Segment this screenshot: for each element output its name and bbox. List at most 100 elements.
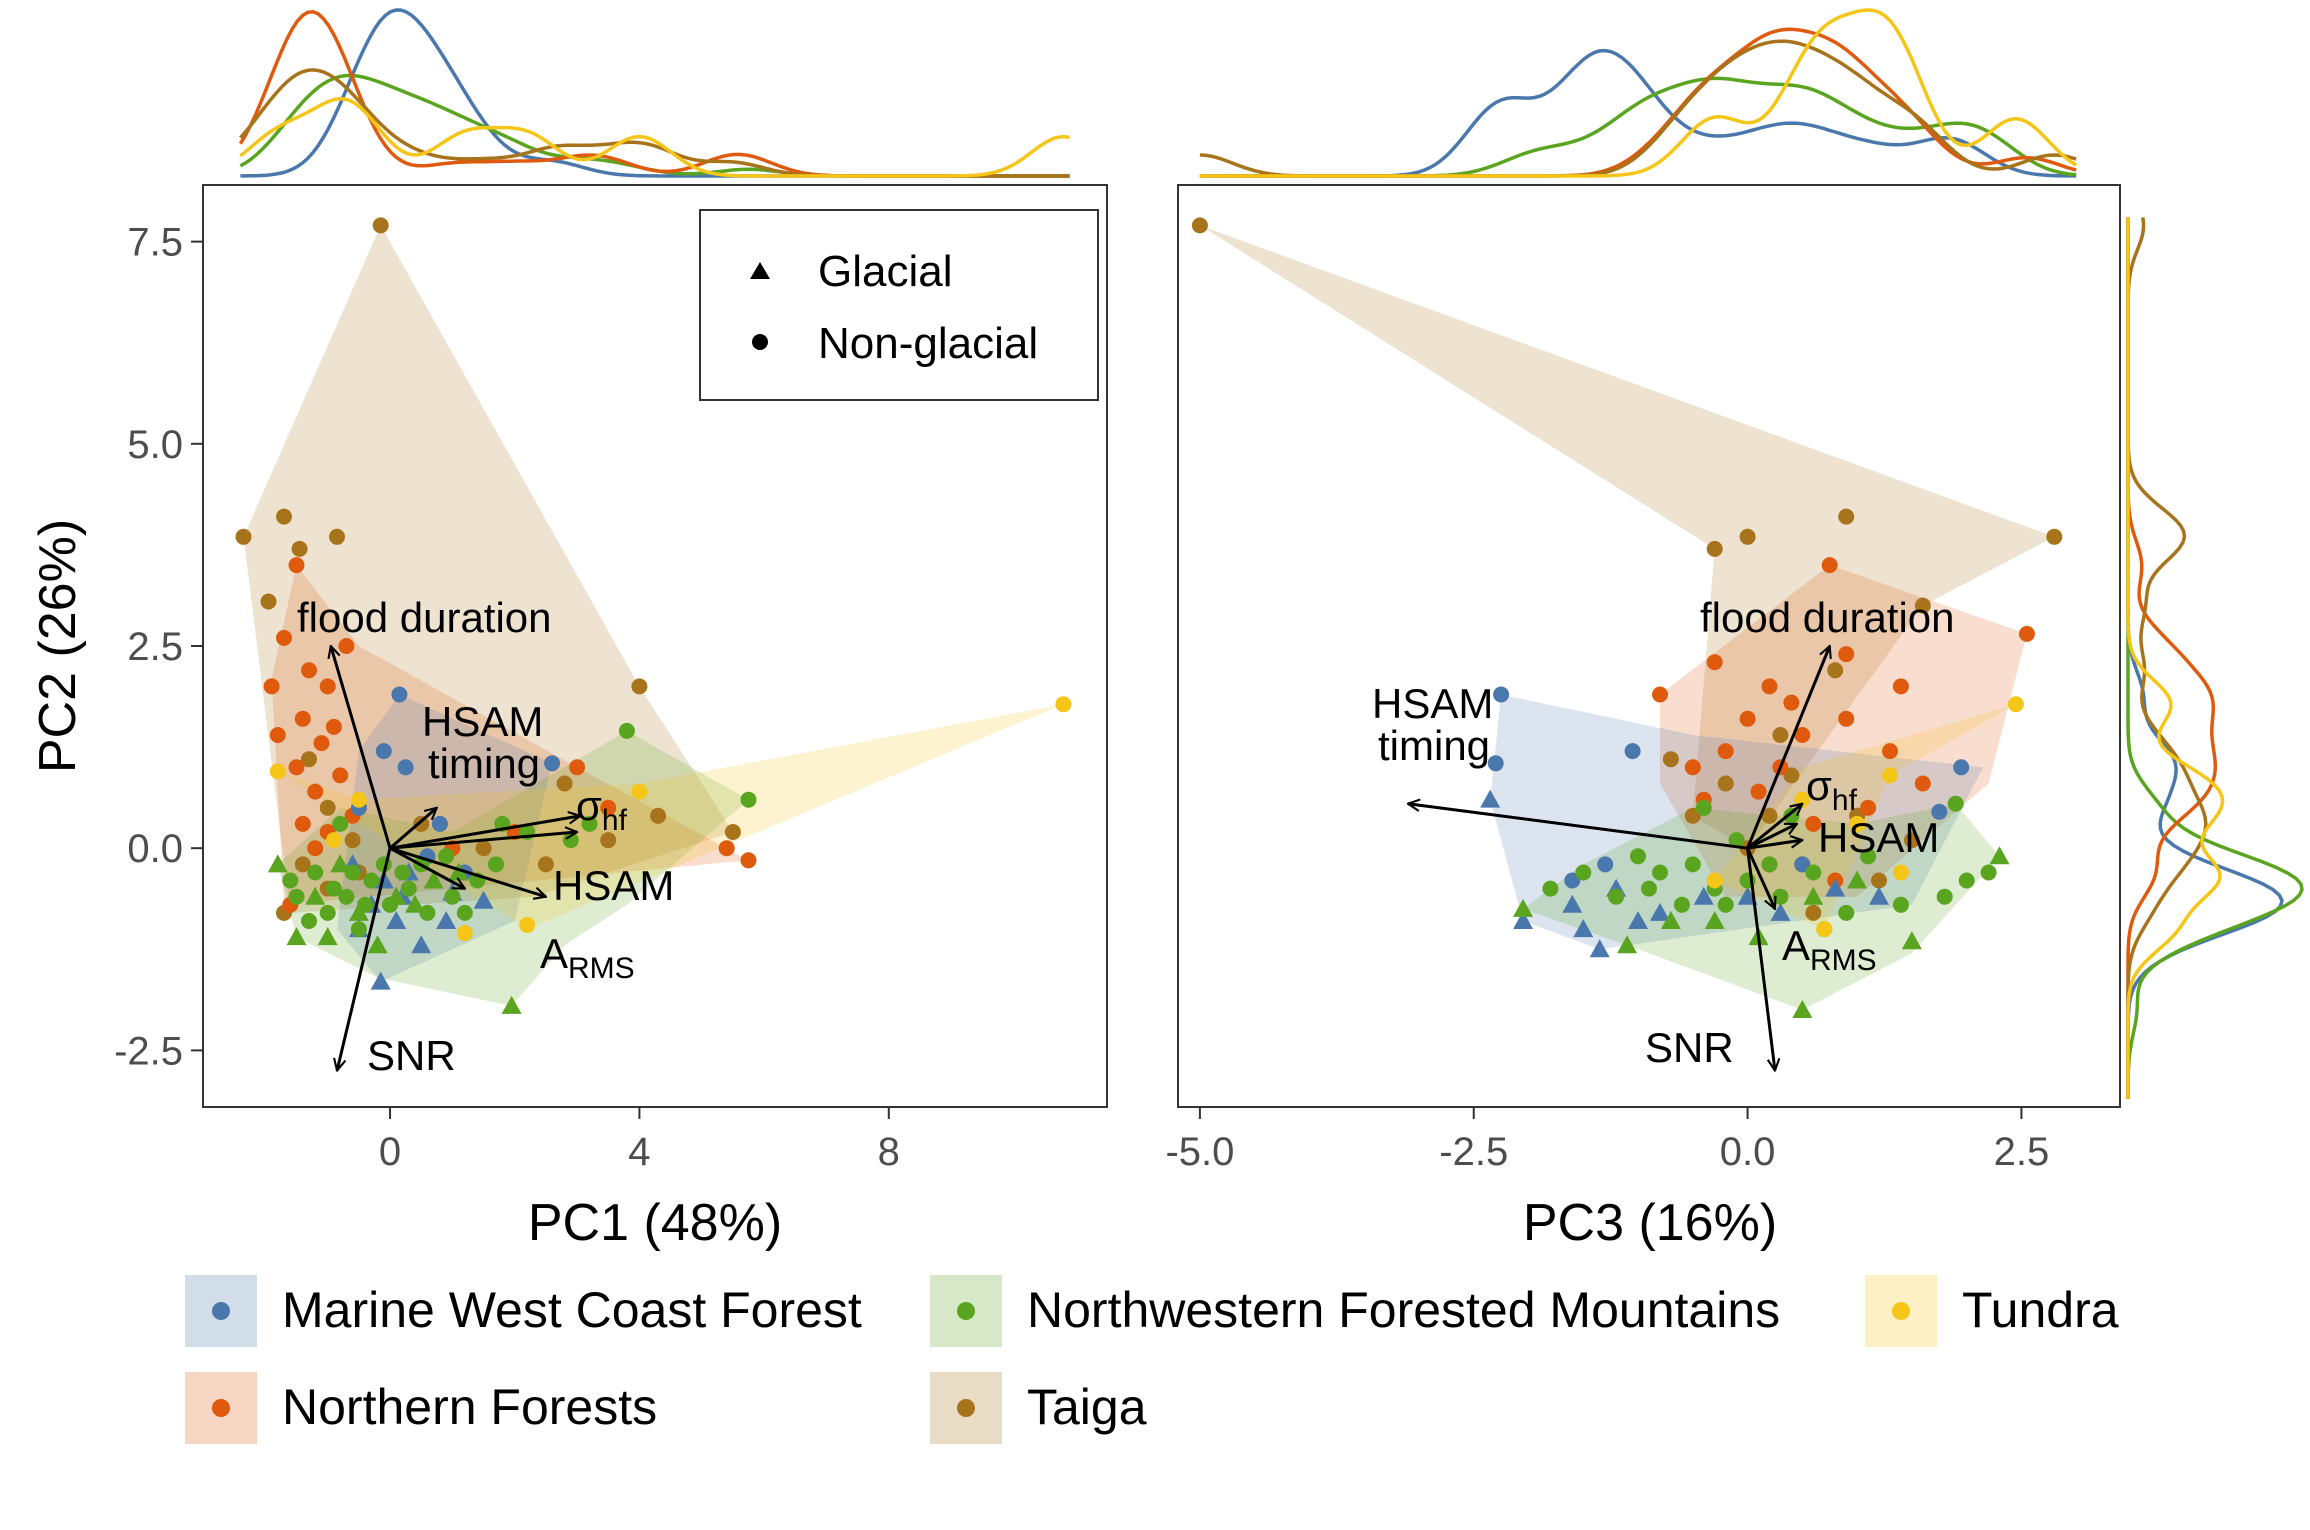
right-point-glacial-northwestern-forested-mountains	[1660, 910, 1681, 929]
left-point-nonglacial-northern-forests	[263, 678, 280, 695]
left-point-nonglacial-tundra	[350, 791, 367, 808]
right-point-nonglacial-northwestern-forested-mountains	[1728, 832, 1745, 849]
legend-dot-northwestern-forested-mountains	[957, 1302, 975, 1320]
left-point-nonglacial-northern-forests	[301, 662, 317, 679]
right-side-density-northwestern-forested-mountains	[2126, 217, 2304, 1099]
left-x-tick-label: 8	[878, 1130, 900, 1174]
left-point-glacial-marine-west-coast-forest	[436, 910, 457, 929]
right-point-nonglacial-northern-forests	[1794, 727, 1811, 743]
right-point-nonglacial-tundra	[2007, 696, 2024, 713]
left-x-axis-label: PC1 (48%)	[528, 1194, 782, 1252]
right-point-nonglacial-northwestern-forested-mountains	[1630, 848, 1646, 865]
left-point-nonglacial-northern-forests	[307, 783, 324, 800]
right-point-nonglacial-taiga	[1761, 807, 1778, 824]
left-point-nonglacial-northwestern-forested-mountains	[332, 815, 349, 832]
right-point-nonglacial-marine-west-coast-forest	[1564, 872, 1581, 889]
left-point-nonglacial-tundra	[631, 783, 648, 800]
left-point-nonglacial-northern-forests	[325, 718, 342, 735]
left-point-glacial-northwestern-forested-mountains	[330, 854, 351, 873]
left-point-nonglacial-northern-forests	[319, 678, 336, 695]
left-point-nonglacial-northwestern-forested-mountains	[288, 888, 305, 905]
left-point-nonglacial-marine-west-coast-forest	[544, 755, 561, 772]
right-point-glacial-marine-west-coast-forest	[1825, 878, 1846, 897]
right-point-nonglacial-northwestern-forested-mountains	[1717, 896, 1734, 913]
left-point-nonglacial-tundra	[519, 917, 536, 933]
left-y-tick-label: 7.5	[127, 221, 183, 265]
left-y-tick-label: 5.0	[127, 423, 183, 467]
right-loading-arrow-2	[1746, 804, 1803, 850]
right-density-tundra	[1199, 8, 2078, 178]
left-point-nonglacial-taiga	[329, 528, 345, 545]
left-density-tundra	[239, 97, 1070, 178]
left-point-nonglacial-tundra	[269, 763, 286, 780]
right-point-nonglacial-northwestern-forested-mountains	[1892, 896, 1909, 913]
left-loading-arrow-5	[389, 846, 465, 890]
right-point-nonglacial-northwestern-forested-mountains	[1684, 856, 1701, 873]
right-label-sigma-hf: σhf	[1806, 762, 1858, 817]
left-point-nonglacial-taiga	[344, 832, 361, 849]
left-point-nonglacial-northwestern-forested-mountains	[307, 864, 324, 881]
right-point-nonglacial-taiga	[1739, 528, 1756, 545]
right-point-nonglacial-tundra	[1706, 872, 1723, 889]
right-loading-arrow-5	[1746, 847, 1775, 909]
glacial-legend-marker	[750, 262, 770, 279]
right-label-flood-duration: flood duration	[1700, 594, 1955, 641]
right-point-glacial-northwestern-forested-mountains	[1989, 846, 2010, 865]
non-glacial-legend-label: Non-glacial	[818, 319, 1038, 368]
left-point-glacial-northwestern-forested-mountains	[317, 927, 338, 946]
left-point-nonglacial-marine-west-coast-forest	[375, 743, 392, 760]
right-point-nonglacial-northwestern-forested-mountains	[1947, 795, 1964, 812]
left-point-nonglacial-northern-forests	[600, 799, 617, 816]
left-density-marine-west-coast-forest	[240, 8, 1070, 178]
left-point-nonglacial-taiga	[291, 540, 308, 557]
legend-dot-marine-west-coast-forest	[212, 1302, 230, 1320]
right-label-hsam: HSAM	[1818, 814, 1939, 861]
right-point-nonglacial-northwestern-forested-mountains	[1838, 904, 1855, 921]
left-point-nonglacial-taiga	[294, 856, 311, 873]
left-point-nonglacial-northern-forests	[294, 710, 311, 727]
right-loading-arrow-4	[1747, 840, 1803, 850]
right-point-nonglacial-marine-west-coast-forest	[1493, 686, 1510, 703]
right-side-density	[2126, 217, 2304, 1099]
legend-label-tundra: Tundra	[1962, 1282, 2119, 1338]
right-point-glacial-northwestern-forested-mountains	[1803, 886, 1824, 905]
left-point-nonglacial-northwestern-forested-mountains	[581, 815, 598, 832]
right-point-nonglacial-northwestern-forested-mountains	[1673, 896, 1690, 913]
left-loading-arrow-4	[389, 846, 546, 897]
left-point-nonglacial-northern-forests	[276, 629, 292, 646]
left-point-nonglacial-northern-forests	[569, 759, 586, 776]
right-point-nonglacial-northern-forests	[1750, 783, 1767, 800]
left-point-nonglacial-northwestern-forested-mountains	[419, 904, 436, 921]
left-point-nonglacial-northern-forests	[269, 727, 286, 743]
right-point-nonglacial-northern-forests	[2018, 625, 2035, 642]
legend-dot-tundra	[1892, 1302, 1910, 1320]
right-point-nonglacial-northern-forests	[1761, 678, 1778, 695]
right-x-tick-label: 0.0	[1720, 1130, 1776, 1174]
left-point-nonglacial-tundra	[1055, 696, 1072, 713]
left-point-glacial-marine-west-coast-forest	[370, 971, 391, 990]
right-point-glacial-northwestern-forested-mountains	[1704, 910, 1725, 929]
right-arrows	[1408, 646, 1830, 1071]
left-point-nonglacial-northwestern-forested-mountains	[394, 864, 411, 881]
left-density-northwestern-forested-mountains	[239, 73, 1070, 178]
left-point-nonglacial-northern-forests	[740, 852, 757, 869]
left-point-nonglacial-northern-forests	[288, 557, 305, 574]
left-point-glacial-marine-west-coast-forest	[473, 890, 494, 909]
right-point-glacial-marine-west-coast-forest	[1693, 886, 1714, 905]
right-loading-arrow-0	[1746, 646, 1830, 849]
right-point-glacial-marine-west-coast-forest	[1649, 902, 1670, 921]
left-y-ticks: -2.5 0.0 2.5 5.0 7.5	[114, 221, 203, 1073]
left-loading-arrow-3	[389, 832, 577, 850]
left-point-nonglacial-northern-forests	[294, 815, 311, 832]
right-point-glacial-northwestern-forested-mountains	[1792, 999, 1813, 1018]
left-point-nonglacial-northern-forests	[307, 840, 324, 857]
left-label-hsam: HSAM	[553, 862, 674, 909]
left-label-sigma-hf: σhf	[576, 782, 628, 837]
right-x-tick-label: 2.5	[1994, 1130, 2050, 1174]
left-point-nonglacial-taiga	[600, 832, 617, 849]
left-y-axis-label: PC2 (26%)	[29, 519, 87, 773]
right-point-glacial-marine-west-coast-forest	[1770, 902, 1791, 921]
left-point-nonglacial-northern-forests	[338, 638, 355, 654]
left-point-nonglacial-taiga	[372, 217, 389, 234]
left-point-glacial-northwestern-forested-mountains	[305, 886, 326, 905]
